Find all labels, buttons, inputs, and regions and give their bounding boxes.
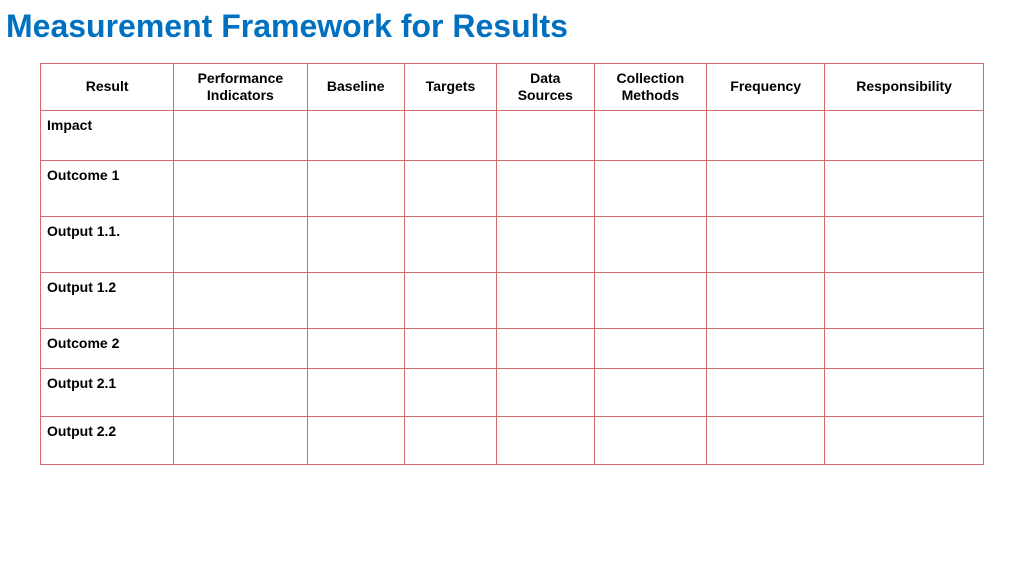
page-title: Measurement Framework for Results — [6, 8, 1024, 45]
table-cell — [594, 216, 707, 272]
table-cell — [825, 416, 984, 464]
table-row: Output 2.2 — [41, 416, 984, 464]
table-row: Outcome 2 — [41, 328, 984, 368]
col-header-performance-indicators: Performance Indicators — [174, 64, 307, 111]
table-cell — [594, 160, 707, 216]
table-cell — [404, 216, 496, 272]
col-header-result: Result — [41, 64, 174, 111]
table-cell — [825, 272, 984, 328]
table-cell — [307, 272, 404, 328]
table-cell — [707, 160, 825, 216]
table-cell — [594, 328, 707, 368]
table-cell — [825, 328, 984, 368]
row-label-outcome-2: Outcome 2 — [41, 328, 174, 368]
table-cell — [307, 110, 404, 160]
table-cell — [497, 328, 594, 368]
table-cell — [174, 160, 307, 216]
table-cell — [707, 416, 825, 464]
table-cell — [307, 216, 404, 272]
table-cell — [707, 368, 825, 416]
table-cell — [707, 216, 825, 272]
table-row: Output 1.1. — [41, 216, 984, 272]
table-row: Impact — [41, 110, 984, 160]
table-cell — [174, 110, 307, 160]
table-cell — [307, 328, 404, 368]
row-label-outcome-1: Outcome 1 — [41, 160, 174, 216]
table-cell — [707, 110, 825, 160]
row-label-output-2-1: Output 2.1 — [41, 368, 174, 416]
slide: Measurement Framework for Results Result… — [0, 0, 1024, 576]
col-header-baseline: Baseline — [307, 64, 404, 111]
table-row: Outcome 1 — [41, 160, 984, 216]
table-row: Output 2.1 — [41, 368, 984, 416]
table-cell — [404, 272, 496, 328]
table-cell — [594, 110, 707, 160]
table-cell — [594, 368, 707, 416]
col-header-collection-methods: Collection Methods — [594, 64, 707, 111]
table-cell — [594, 416, 707, 464]
table-cell — [825, 216, 984, 272]
table-cell — [707, 272, 825, 328]
table-cell — [497, 272, 594, 328]
table-header-row: Result Performance Indicators Baseline T… — [41, 64, 984, 111]
table-cell — [825, 160, 984, 216]
framework-table-wrap: Result Performance Indicators Baseline T… — [40, 63, 984, 465]
table-cell — [174, 216, 307, 272]
table-cell — [404, 160, 496, 216]
table-cell — [174, 328, 307, 368]
table-cell — [307, 416, 404, 464]
table-cell — [707, 328, 825, 368]
table-cell — [174, 272, 307, 328]
table-cell — [404, 368, 496, 416]
table-cell — [174, 368, 307, 416]
table-cell — [497, 160, 594, 216]
table-row: Output 1.2 — [41, 272, 984, 328]
table-cell — [825, 368, 984, 416]
row-label-output-2-2: Output 2.2 — [41, 416, 174, 464]
table-cell — [307, 368, 404, 416]
table-cell — [594, 272, 707, 328]
table-cell — [497, 110, 594, 160]
table-cell — [497, 368, 594, 416]
framework-table: Result Performance Indicators Baseline T… — [40, 63, 984, 465]
row-label-impact: Impact — [41, 110, 174, 160]
col-header-responsibility: Responsibility — [825, 64, 984, 111]
table-cell — [497, 216, 594, 272]
col-header-data-sources: Data Sources — [497, 64, 594, 111]
table-cell — [404, 328, 496, 368]
row-label-output-1-1: Output 1.1. — [41, 216, 174, 272]
table-cell — [404, 110, 496, 160]
table-cell — [497, 416, 594, 464]
table-cell — [404, 416, 496, 464]
table-cell — [825, 110, 984, 160]
table-cell — [307, 160, 404, 216]
col-header-frequency: Frequency — [707, 64, 825, 111]
col-header-targets: Targets — [404, 64, 496, 111]
row-label-output-1-2: Output 1.2 — [41, 272, 174, 328]
table-cell — [174, 416, 307, 464]
